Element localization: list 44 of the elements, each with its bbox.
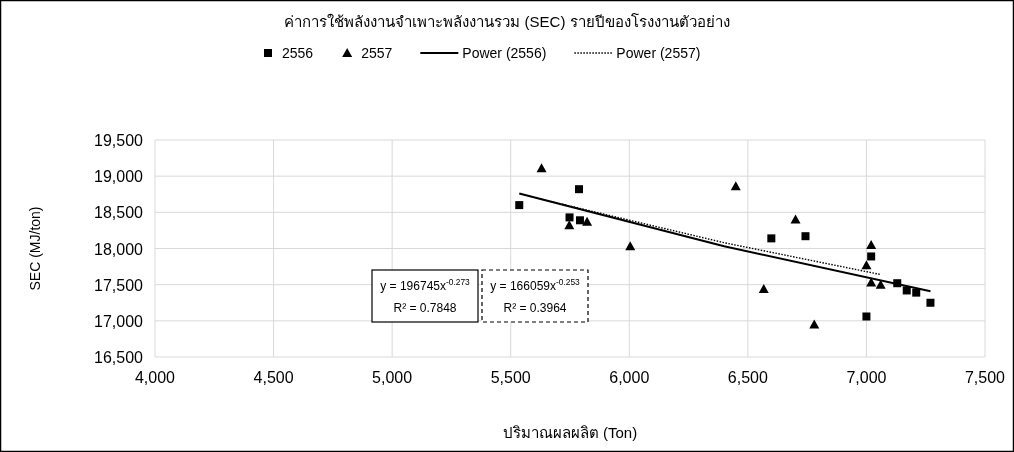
x-tick-label: 4,000 <box>134 369 176 386</box>
point <box>730 181 741 191</box>
point <box>912 288 921 297</box>
y-tick-label: 18,500 <box>94 204 144 222</box>
y-tick-label: 18,000 <box>94 240 144 258</box>
point <box>926 298 935 307</box>
x-tick-label: 6,000 <box>609 369 650 386</box>
legend-label: 2556 <box>282 45 314 61</box>
point <box>767 234 776 243</box>
legend-label: Power (2556) <box>462 45 547 61</box>
legend-label: Power (2557) <box>616 45 701 61</box>
point <box>582 216 593 226</box>
chart-title: ค่าการใช้พลังงานจำเพาะพลังงานรวม (SEC) รายปีของโรงงานตัวอย่าง <box>284 13 730 30</box>
x-tick-label: 6,500 <box>727 369 768 386</box>
point <box>536 163 547 173</box>
x-axis-title: ปริมาณผลผลิต (Ton) <box>502 424 638 441</box>
point <box>809 319 820 329</box>
legend-label: 2557 <box>361 45 393 61</box>
y-tick-label: 17,000 <box>94 312 144 330</box>
point <box>565 213 574 222</box>
point <box>866 239 877 249</box>
point <box>625 241 636 251</box>
x-tick-label: 5,500 <box>490 369 531 386</box>
point <box>862 312 871 321</box>
point <box>758 284 769 294</box>
x-tick-label: 7,500 <box>964 369 1006 386</box>
text: y = 166059x$^{-0.253}$ R² = 0.3964 <box>490 277 580 315</box>
x-tick-label: 5,000 <box>372 369 413 386</box>
point <box>564 220 575 230</box>
point <box>861 260 872 270</box>
point <box>801 232 810 241</box>
text: y = 196745x$^{-0.273}$ R² = 0.7848 <box>380 277 470 315</box>
x-tick-label: 4,500 <box>253 369 294 386</box>
point <box>575 216 584 225</box>
y-tick-label: 17,500 <box>94 276 144 294</box>
x-tick-label: 7,000 <box>846 369 887 386</box>
y-axis-title: SEC (MJ/ton) <box>27 206 43 291</box>
y-tick-label: 19,500 <box>94 132 144 149</box>
point <box>575 185 584 194</box>
y-tick-label: 16,500 <box>94 349 144 366</box>
point <box>867 252 876 261</box>
point <box>515 201 524 210</box>
point <box>790 214 801 224</box>
y-tick-label: 19,000 <box>94 168 144 186</box>
